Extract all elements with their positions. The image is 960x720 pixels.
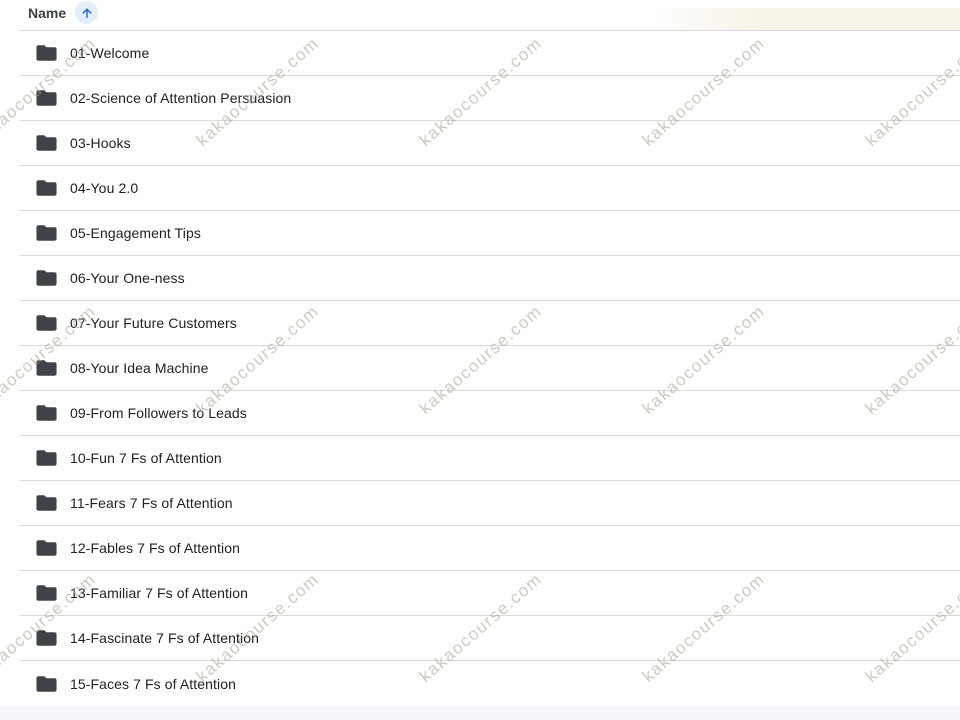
folder-row[interactable]: 02-Science of Attention Persuasion <box>20 76 960 121</box>
folder-name: 11-Fears 7 Fs of Attention <box>70 495 233 511</box>
folder-icon <box>36 44 57 62</box>
folder-name: 05-Engagement Tips <box>70 225 201 241</box>
folder-icon <box>36 629 57 647</box>
folder-icon <box>36 359 57 377</box>
folder-name: 12-Fables 7 Fs of Attention <box>70 540 241 556</box>
folder-name: 09-From Followers to Leads <box>70 405 247 421</box>
folder-row[interactable]: 04-You 2.0 <box>20 166 960 211</box>
folder-row[interactable]: 10-Fun 7 Fs of Attention <box>20 436 960 481</box>
folder-name: 13-Familiar 7 Fs of Attention <box>70 585 248 601</box>
folder-icon <box>36 89 57 107</box>
folder-row[interactable]: 03-Hooks <box>20 121 960 166</box>
folder-name: 15-Faces 7 Fs of Attention <box>70 675 237 692</box>
folder-icon <box>36 224 57 242</box>
folder-name: 02-Science of Attention Persuasion <box>70 90 292 106</box>
folder-icon <box>36 449 57 467</box>
folder-row[interactable]: 13-Familiar 7 Fs of Attention <box>20 571 960 616</box>
folder-icon <box>36 539 57 557</box>
folder-icon <box>36 494 57 512</box>
folder-name: 07-Your Future Customers <box>70 315 237 331</box>
folder-name: 04-You 2.0 <box>70 180 139 196</box>
folder-list: 01-Welcome 02-Science of Attention Persu… <box>20 31 960 706</box>
folder-row[interactable]: 01-Welcome <box>20 31 960 76</box>
folder-row[interactable]: 14-Fascinate 7 Fs of Attention <box>20 616 960 661</box>
arrow-up-icon <box>82 8 92 18</box>
folder-name: 14-Fascinate 7 Fs of Attention <box>70 630 259 646</box>
folder-icon <box>36 269 57 287</box>
folder-name: 06-Your One-ness <box>70 270 185 286</box>
folder-icon <box>36 584 57 602</box>
folder-icon <box>36 179 57 197</box>
folder-icon <box>36 134 57 152</box>
column-header-name[interactable]: Name <box>28 4 67 21</box>
folder-row[interactable]: 08-Your Idea Machine <box>20 346 960 391</box>
folder-row[interactable]: 06-Your One-ness <box>20 256 960 301</box>
folder-row[interactable]: 07-Your Future Customers <box>20 301 960 346</box>
folder-row[interactable]: 11-Fears 7 Fs of Attention <box>20 481 960 526</box>
folder-name: 08-Your Idea Machine <box>70 360 209 376</box>
folder-row[interactable]: 12-Fables 7 Fs of Attention <box>20 526 960 571</box>
folder-row[interactable]: 09-From Followers to Leads <box>20 391 960 436</box>
folder-name: 03-Hooks <box>70 135 131 151</box>
folder-icon <box>36 675 57 693</box>
list-header: Name <box>20 0 960 31</box>
sort-ascending-button[interactable] <box>75 1 99 24</box>
folder-row[interactable]: 05-Engagement Tips <box>20 211 960 256</box>
folder-icon <box>36 404 57 422</box>
folder-icon <box>36 314 57 332</box>
folder-name: 01-Welcome <box>70 45 150 61</box>
folder-name: 10-Fun 7 Fs of Attention <box>70 450 222 466</box>
folder-row[interactable]: 15-Faces 7 Fs of Attention <box>20 661 960 706</box>
bottom-strip <box>0 706 960 720</box>
